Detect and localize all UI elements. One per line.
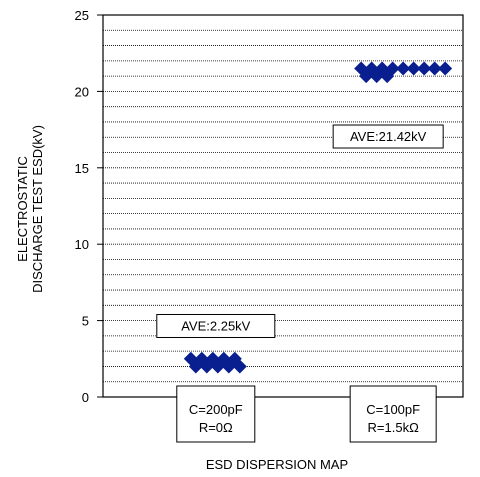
data-point bbox=[369, 69, 384, 84]
y-tick-label: 5 bbox=[82, 314, 89, 329]
y-tick-label: 25 bbox=[75, 8, 89, 23]
data-point bbox=[210, 359, 225, 374]
data-point bbox=[188, 359, 203, 374]
data-point bbox=[396, 61, 411, 76]
group-label-line: C=200pF bbox=[189, 402, 243, 417]
group-label-box bbox=[349, 385, 437, 443]
data-point bbox=[232, 359, 247, 374]
y-tick-label: 20 bbox=[75, 84, 89, 99]
average-label: AVE:2.25kV bbox=[181, 318, 250, 333]
y-axis-title-line-1: ELECTROSTATIC bbox=[15, 156, 30, 262]
plot-frame bbox=[102, 14, 464, 398]
data-point bbox=[438, 61, 453, 76]
data-point bbox=[221, 359, 236, 374]
group-label-line: C=100pF bbox=[366, 402, 420, 417]
group-label-line: R=0Ω bbox=[199, 420, 233, 435]
group-label-line: R=1.5kΩ bbox=[368, 420, 420, 435]
average-label: AVE:21.42kV bbox=[350, 129, 427, 144]
data-point bbox=[199, 359, 214, 374]
axis-titles: ESD DISPERSION MAP ELECTROSTATIC DISCHAR… bbox=[15, 125, 348, 472]
y-tick-label: 15 bbox=[75, 161, 89, 176]
grid-lines bbox=[103, 29, 463, 383]
data-points bbox=[183, 61, 453, 374]
y-axis-title-line-2: DISCHARGE TEST ESD(kV) bbox=[30, 125, 45, 293]
data-point bbox=[417, 61, 432, 76]
average-box bbox=[156, 313, 276, 338]
group-label-box bbox=[176, 385, 256, 443]
data-point bbox=[380, 69, 395, 84]
average-box bbox=[332, 124, 444, 149]
y-tick-label: 10 bbox=[75, 237, 89, 252]
group-labels: C=200pF R=0Ω C=100pF R=1.5kΩ bbox=[176, 385, 437, 443]
data-point bbox=[406, 61, 421, 76]
data-point bbox=[359, 69, 374, 84]
y-axis: 0 5 10 15 20 25 bbox=[75, 8, 464, 405]
y-tick-label: 0 bbox=[82, 390, 89, 405]
data-point bbox=[427, 61, 442, 76]
average-labels: AVE:2.25kV AVE:21.42kV bbox=[156, 124, 444, 338]
x-axis-title: ESD DISPERSION MAP bbox=[206, 457, 348, 472]
